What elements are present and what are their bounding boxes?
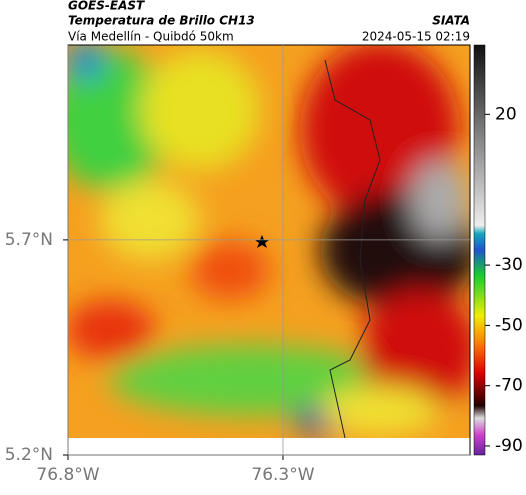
colorbar-tick-label: -30 xyxy=(495,255,523,275)
route: Vía Medellín - Quibdó 50km xyxy=(68,30,234,44)
source: SIATA xyxy=(432,14,470,28)
y-tick-label: 5.7°N xyxy=(5,230,53,250)
colorbar-tick-label: 20 xyxy=(495,104,517,124)
timestamp: 2024-05-15 02:19 xyxy=(362,30,470,44)
colorbar-tick-label: -70 xyxy=(495,376,523,396)
satellite-image xyxy=(68,45,470,438)
colorbar-tick-label: -90 xyxy=(495,436,523,456)
colorbar xyxy=(473,44,486,456)
x-tick-label: 76.3°W xyxy=(251,465,314,485)
satellite: GOES-EAST xyxy=(68,0,145,13)
y-tick-label: 5.2°N xyxy=(5,445,53,465)
colorbar-tick-label: -50 xyxy=(495,315,523,335)
x-tick-label: 76.8°W xyxy=(36,465,99,485)
product: Temperatura de Brillo CH13 xyxy=(68,14,255,28)
location-marker xyxy=(255,235,269,248)
